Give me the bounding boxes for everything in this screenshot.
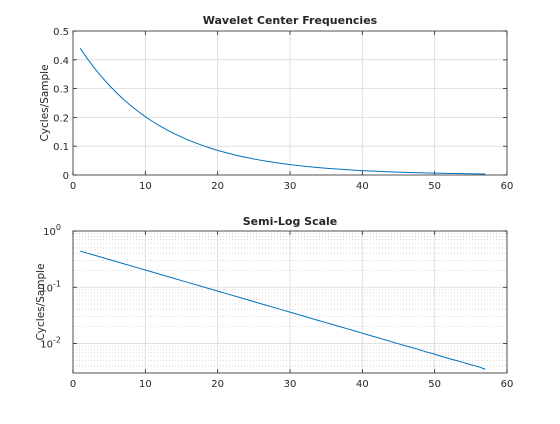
grid-lines bbox=[73, 31, 507, 175]
y-tick-label: 0.2 bbox=[53, 113, 69, 124]
chart-title: Semi-Log Scale bbox=[243, 215, 338, 228]
y-axis-label: Cycles/Sample bbox=[39, 64, 51, 141]
grid-lines bbox=[73, 231, 507, 373]
x-tick-label: 40 bbox=[356, 181, 369, 192]
axes-box bbox=[72, 30, 508, 176]
y-tick-label: 100 bbox=[43, 223, 61, 238]
series-line bbox=[80, 250, 486, 370]
x-tick-label: 0 bbox=[70, 181, 76, 192]
axes-box bbox=[72, 230, 508, 374]
x-axis-ticks: 0 10 20 30 40 50 60 bbox=[70, 231, 514, 390]
y-tick-exponent: 0 bbox=[56, 223, 61, 232]
x-tick-label: 0 bbox=[70, 379, 76, 390]
x-tick-label: 20 bbox=[211, 181, 224, 192]
semilog-plot: Semi-Log Scale Cycles/Sample 0 10 20 30 40 50… bbox=[35, 215, 513, 390]
y-tick-exponent: -1 bbox=[53, 279, 61, 288]
y-tick-label: 0.4 bbox=[53, 56, 69, 67]
x-tick-label: 50 bbox=[428, 379, 441, 390]
x-tick-label: 60 bbox=[501, 379, 514, 390]
x-tick-label: 10 bbox=[139, 379, 152, 390]
y-axis-ticks: 0 0.1 0.2 0.3 0.4 0.5 bbox=[53, 27, 507, 182]
y-tick-label: 0.1 bbox=[53, 142, 69, 153]
series-line bbox=[79, 48, 486, 175]
x-tick-label: 50 bbox=[428, 181, 441, 192]
x-tick-label: 40 bbox=[356, 379, 369, 390]
y-tick-label: 0 bbox=[63, 171, 69, 182]
y-axis-label: Cycles/Sample bbox=[35, 263, 47, 340]
x-tick-label: 30 bbox=[284, 181, 297, 192]
chart-title: Wavelet Center Frequencies bbox=[203, 14, 378, 27]
y-tick-exponent: -2 bbox=[53, 336, 61, 345]
y-tick-label: 0.3 bbox=[53, 85, 69, 96]
x-tick-label: 60 bbox=[501, 181, 514, 192]
x-tick-label: 30 bbox=[284, 379, 297, 390]
x-axis-ticks: 0 10 20 30 40 50 60 bbox=[70, 31, 514, 192]
y-tick-label: 0.5 bbox=[53, 27, 69, 38]
x-tick-label: 10 bbox=[139, 181, 152, 192]
frequency-plot: Wavelet Center Frequencies Cycles/Sample… bbox=[39, 14, 513, 192]
x-tick-label: 20 bbox=[211, 379, 224, 390]
